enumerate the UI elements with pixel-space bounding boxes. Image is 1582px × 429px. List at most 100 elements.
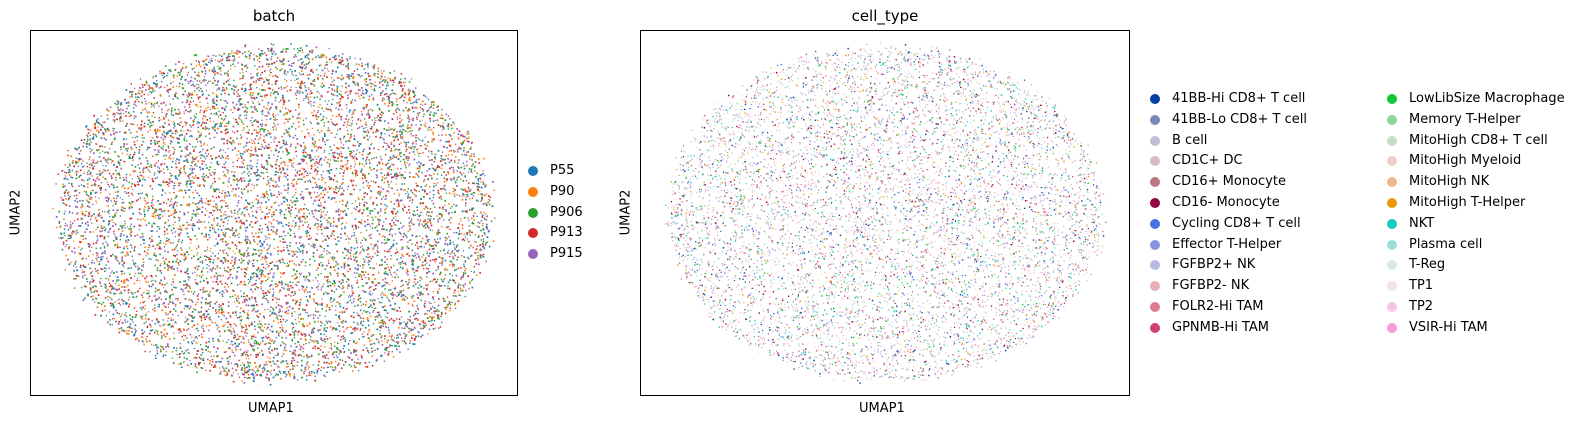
scatter-point <box>130 291 133 294</box>
scatter-point <box>168 266 171 268</box>
scatter-point <box>314 347 317 350</box>
scatter-point <box>274 174 276 176</box>
scatter-point <box>429 186 431 188</box>
scatter-point <box>156 102 158 105</box>
scatter-point <box>132 159 134 162</box>
scatter-point <box>386 296 388 299</box>
scatter-point <box>154 214 157 217</box>
scatter-point <box>440 311 443 314</box>
scatter-point <box>182 224 185 227</box>
scatter-point <box>273 119 275 121</box>
scatter-point <box>423 113 425 116</box>
scatter-point <box>174 148 176 151</box>
scatter-point <box>99 145 101 148</box>
scatter-point <box>173 151 175 153</box>
scatter-point <box>226 357 229 360</box>
scatter-point <box>123 187 126 190</box>
scatter-point <box>338 311 341 314</box>
scatter-point <box>302 158 305 161</box>
scatter-point <box>95 297 97 300</box>
scatter-point <box>393 239 395 242</box>
scatter-point <box>257 331 259 334</box>
scatter-point <box>311 212 314 215</box>
scatter-point <box>189 307 191 309</box>
scatter-point <box>277 304 280 307</box>
scatter-point <box>365 365 367 368</box>
scatter-point <box>154 331 156 334</box>
scatter-point <box>143 210 146 213</box>
scatter-point <box>457 237 460 240</box>
scatter-point <box>326 276 328 278</box>
scatter-point <box>341 85 343 87</box>
scatter-point <box>186 182 189 185</box>
scatter-point <box>261 193 264 196</box>
scatter-point <box>426 276 428 278</box>
scatter-point <box>279 331 282 333</box>
scatter-point <box>275 129 278 131</box>
scatter-point <box>173 337 176 340</box>
scatter-point <box>167 240 169 243</box>
scatter-point <box>189 359 191 362</box>
scatter-point <box>466 131 469 134</box>
scatter-point <box>287 263 290 266</box>
scatter-point <box>288 207 290 210</box>
scatter-point <box>142 238 144 241</box>
scatter-point <box>154 177 157 180</box>
scatter-point <box>155 298 158 300</box>
scatter-point <box>170 129 172 132</box>
scatter-point <box>175 350 177 352</box>
scatter-point <box>471 286 474 289</box>
scatter-point <box>276 284 279 287</box>
scatter-point <box>167 119 170 122</box>
scatter-point <box>361 278 363 281</box>
scatter-point <box>253 342 256 344</box>
scatter-point <box>412 141 414 143</box>
scatter-point <box>418 127 421 130</box>
scatter-point <box>430 245 433 247</box>
scatter-point <box>107 159 110 161</box>
scatter-point <box>238 56 240 58</box>
scatter-point <box>232 161 234 164</box>
scatter-point <box>278 204 280 207</box>
scatter-point <box>204 290 206 293</box>
scatter-point <box>216 95 218 97</box>
scatter-point <box>224 197 226 199</box>
scatter-point <box>184 106 186 108</box>
scatter-point <box>287 184 289 186</box>
scatter-point <box>186 232 189 235</box>
scatter-point <box>194 189 197 191</box>
scatter-point <box>154 290 157 293</box>
scatter-point <box>238 249 241 252</box>
scatter-point <box>110 159 112 161</box>
scatter-point <box>276 119 278 121</box>
scatter-point <box>341 155 344 158</box>
scatter-point <box>206 248 209 251</box>
scatter-point <box>368 115 371 117</box>
scatter-point <box>267 333 269 335</box>
scatter-point <box>247 252 250 254</box>
scatter-point <box>471 171 473 174</box>
scatter-point <box>356 241 358 244</box>
scatter-point <box>377 254 379 256</box>
scatter-point <box>103 137 105 140</box>
scatter-point <box>130 217 133 220</box>
scatter-point <box>215 103 218 106</box>
scatter-point <box>86 138 89 141</box>
scatter-point <box>415 101 418 104</box>
scatter-point <box>281 106 284 109</box>
scatter-point <box>154 264 157 267</box>
scatter-point <box>315 115 318 118</box>
scatter-point <box>331 348 333 351</box>
scatter-point <box>163 72 166 75</box>
scatter-point <box>266 58 268 61</box>
scatter-point <box>286 149 288 151</box>
scatter-point <box>212 361 214 363</box>
scatter-point <box>191 92 193 94</box>
scatter-point <box>279 213 282 215</box>
scatter-point <box>144 314 147 317</box>
scatter-point <box>165 150 167 152</box>
scatter-point <box>466 140 469 142</box>
scatter-point <box>230 331 233 333</box>
scatter-point <box>156 269 159 272</box>
scatter-point <box>89 134 91 137</box>
